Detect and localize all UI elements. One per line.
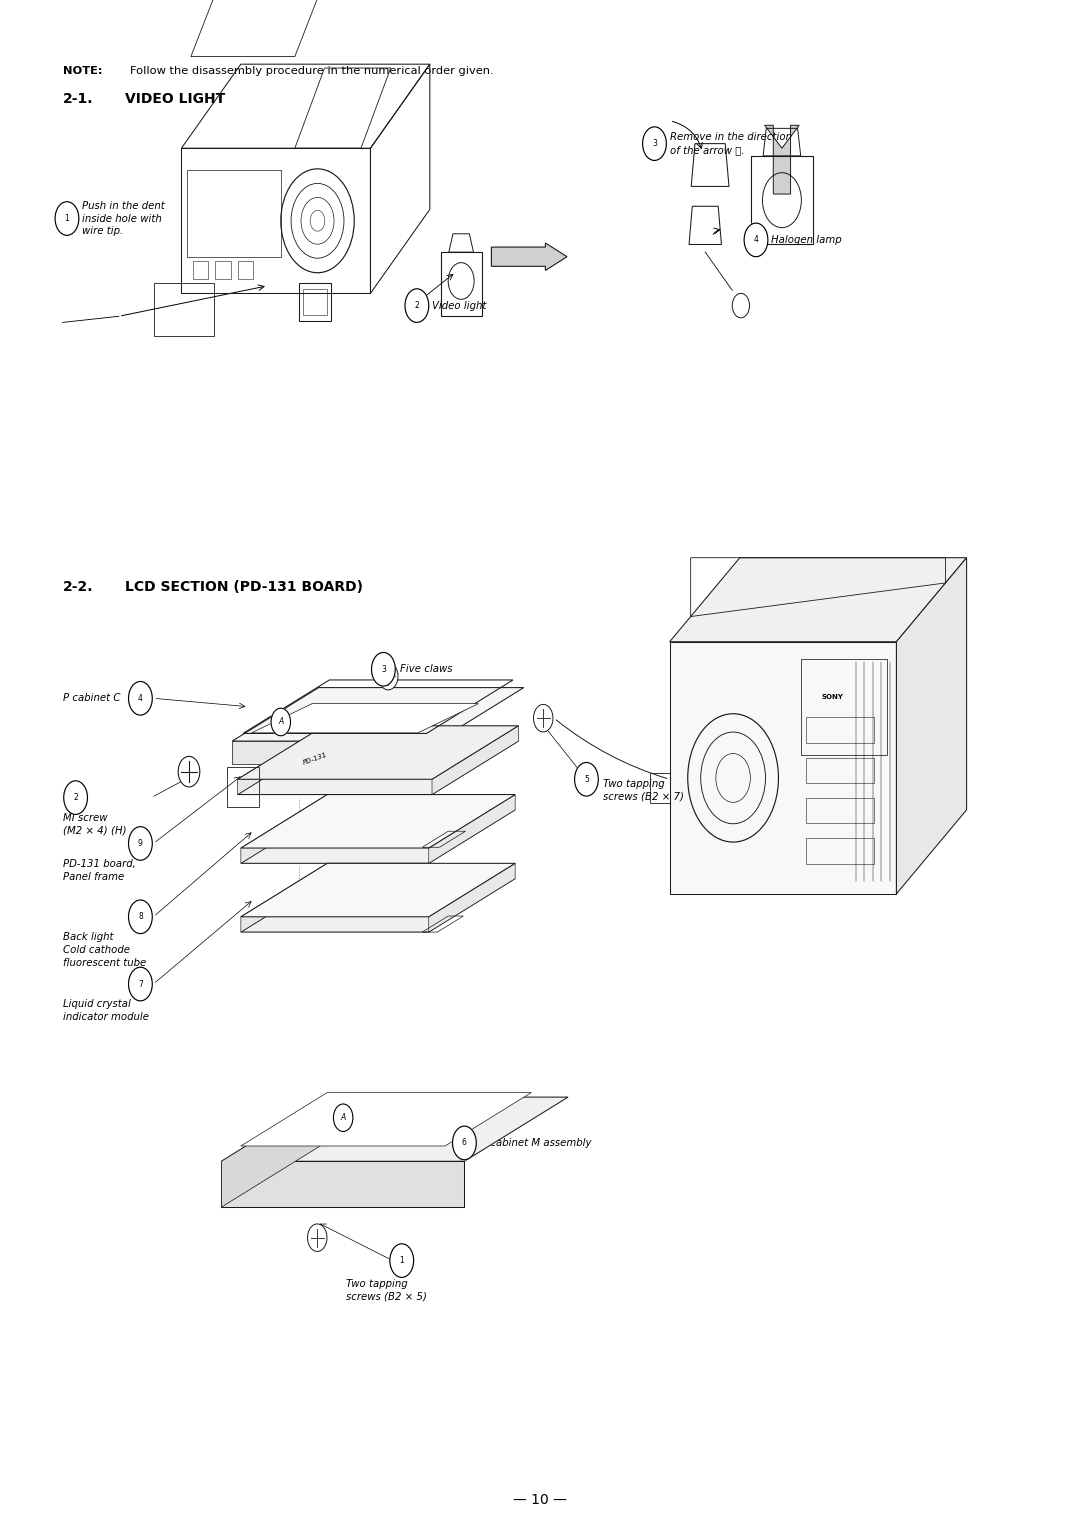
Polygon shape	[241, 863, 515, 917]
Text: 3: 3	[381, 665, 386, 674]
Text: Liquid crystal
indicator module: Liquid crystal indicator module	[63, 999, 149, 1022]
Text: SONY: SONY	[822, 694, 843, 700]
Text: Follow the disassembly procedure in the numerical order given.: Follow the disassembly procedure in the …	[130, 66, 494, 76]
Text: Remove in the direction
of the arrow Ⓐ.: Remove in the direction of the arrow Ⓐ.	[670, 133, 792, 154]
Text: 6: 6	[462, 1138, 467, 1148]
Text: Two tapping
screws (B2 × 5): Two tapping screws (B2 × 5)	[346, 1279, 427, 1302]
Polygon shape	[221, 1097, 568, 1161]
Polygon shape	[670, 558, 967, 642]
Circle shape	[129, 681, 152, 715]
Polygon shape	[429, 795, 515, 863]
Polygon shape	[241, 1093, 531, 1146]
Text: MI screw
(M2 × 4) (H): MI screw (M2 × 4) (H)	[63, 813, 126, 836]
Polygon shape	[238, 741, 518, 795]
Polygon shape	[241, 795, 515, 848]
Text: 2-2.: 2-2.	[63, 579, 93, 594]
Polygon shape	[232, 688, 524, 741]
Text: NOTE:: NOTE:	[63, 66, 103, 76]
Bar	[806, 717, 874, 743]
Circle shape	[334, 1103, 353, 1131]
Polygon shape	[238, 726, 324, 795]
Bar	[216, 261, 231, 278]
Circle shape	[129, 967, 152, 1001]
Text: A: A	[340, 1114, 346, 1122]
Circle shape	[405, 289, 429, 322]
Polygon shape	[432, 726, 518, 795]
Text: A: A	[279, 718, 283, 726]
Text: Push in the dent
inside hole with
wire tip.: Push in the dent inside hole with wire t…	[82, 200, 165, 237]
Circle shape	[129, 827, 152, 860]
Text: — 10 —: — 10 —	[513, 1493, 567, 1508]
Bar	[806, 839, 874, 863]
Circle shape	[129, 900, 152, 934]
Text: Back light
Cold cathode
fluorescent tube: Back light Cold cathode fluorescent tube	[63, 932, 146, 967]
Text: 9: 9	[138, 839, 143, 848]
Text: 5: 5	[584, 775, 589, 784]
Text: P cabinet M assembly: P cabinet M assembly	[481, 1138, 591, 1148]
Text: VIDEO LIGHT: VIDEO LIGHT	[125, 92, 226, 105]
Polygon shape	[491, 243, 567, 270]
Polygon shape	[221, 1161, 464, 1207]
Text: PD-131 board,
Panel frame: PD-131 board, Panel frame	[63, 859, 135, 882]
Circle shape	[64, 781, 87, 814]
Text: 2: 2	[73, 793, 78, 802]
Text: 2: 2	[415, 301, 419, 310]
Text: 1: 1	[400, 1256, 404, 1265]
Polygon shape	[232, 741, 437, 764]
Circle shape	[534, 704, 553, 732]
Polygon shape	[429, 863, 515, 932]
Polygon shape	[670, 642, 896, 894]
Bar	[239, 261, 254, 278]
Text: Video light: Video light	[432, 301, 486, 310]
Polygon shape	[252, 703, 478, 733]
Circle shape	[453, 1126, 476, 1160]
Text: 2-1.: 2-1.	[63, 92, 93, 105]
Text: 1: 1	[65, 214, 69, 223]
Circle shape	[744, 223, 768, 257]
Bar	[806, 758, 874, 782]
Text: Five claws: Five claws	[400, 665, 453, 674]
Circle shape	[308, 1224, 327, 1251]
Polygon shape	[241, 879, 515, 932]
Polygon shape	[241, 863, 327, 932]
Text: P cabinet C: P cabinet C	[63, 694, 120, 703]
Text: Two tapping
screws (B2 × 7): Two tapping screws (B2 × 7)	[603, 779, 684, 801]
Circle shape	[390, 1244, 414, 1277]
Circle shape	[575, 762, 598, 796]
Polygon shape	[241, 810, 515, 863]
Polygon shape	[765, 125, 799, 194]
Text: PD-131: PD-131	[302, 752, 328, 767]
Text: LCD SECTION (PD-131 BOARD): LCD SECTION (PD-131 BOARD)	[125, 579, 363, 594]
Text: 4: 4	[754, 235, 758, 244]
Circle shape	[643, 127, 666, 160]
Circle shape	[271, 709, 291, 735]
Polygon shape	[221, 1097, 325, 1207]
Circle shape	[178, 756, 200, 787]
Circle shape	[378, 663, 399, 689]
Circle shape	[372, 652, 395, 686]
Bar	[193, 261, 207, 278]
Circle shape	[55, 202, 79, 235]
Polygon shape	[896, 558, 967, 894]
Text: 4: 4	[138, 694, 143, 703]
Bar	[806, 798, 874, 824]
Polygon shape	[238, 726, 518, 779]
Text: 8: 8	[138, 912, 143, 921]
Text: Halogen lamp: Halogen lamp	[771, 235, 841, 244]
Polygon shape	[241, 795, 327, 863]
Text: 3: 3	[652, 139, 657, 148]
Text: 7: 7	[138, 979, 143, 989]
